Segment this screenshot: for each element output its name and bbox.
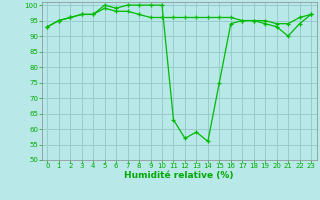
X-axis label: Humidité relative (%): Humidité relative (%) [124,171,234,180]
